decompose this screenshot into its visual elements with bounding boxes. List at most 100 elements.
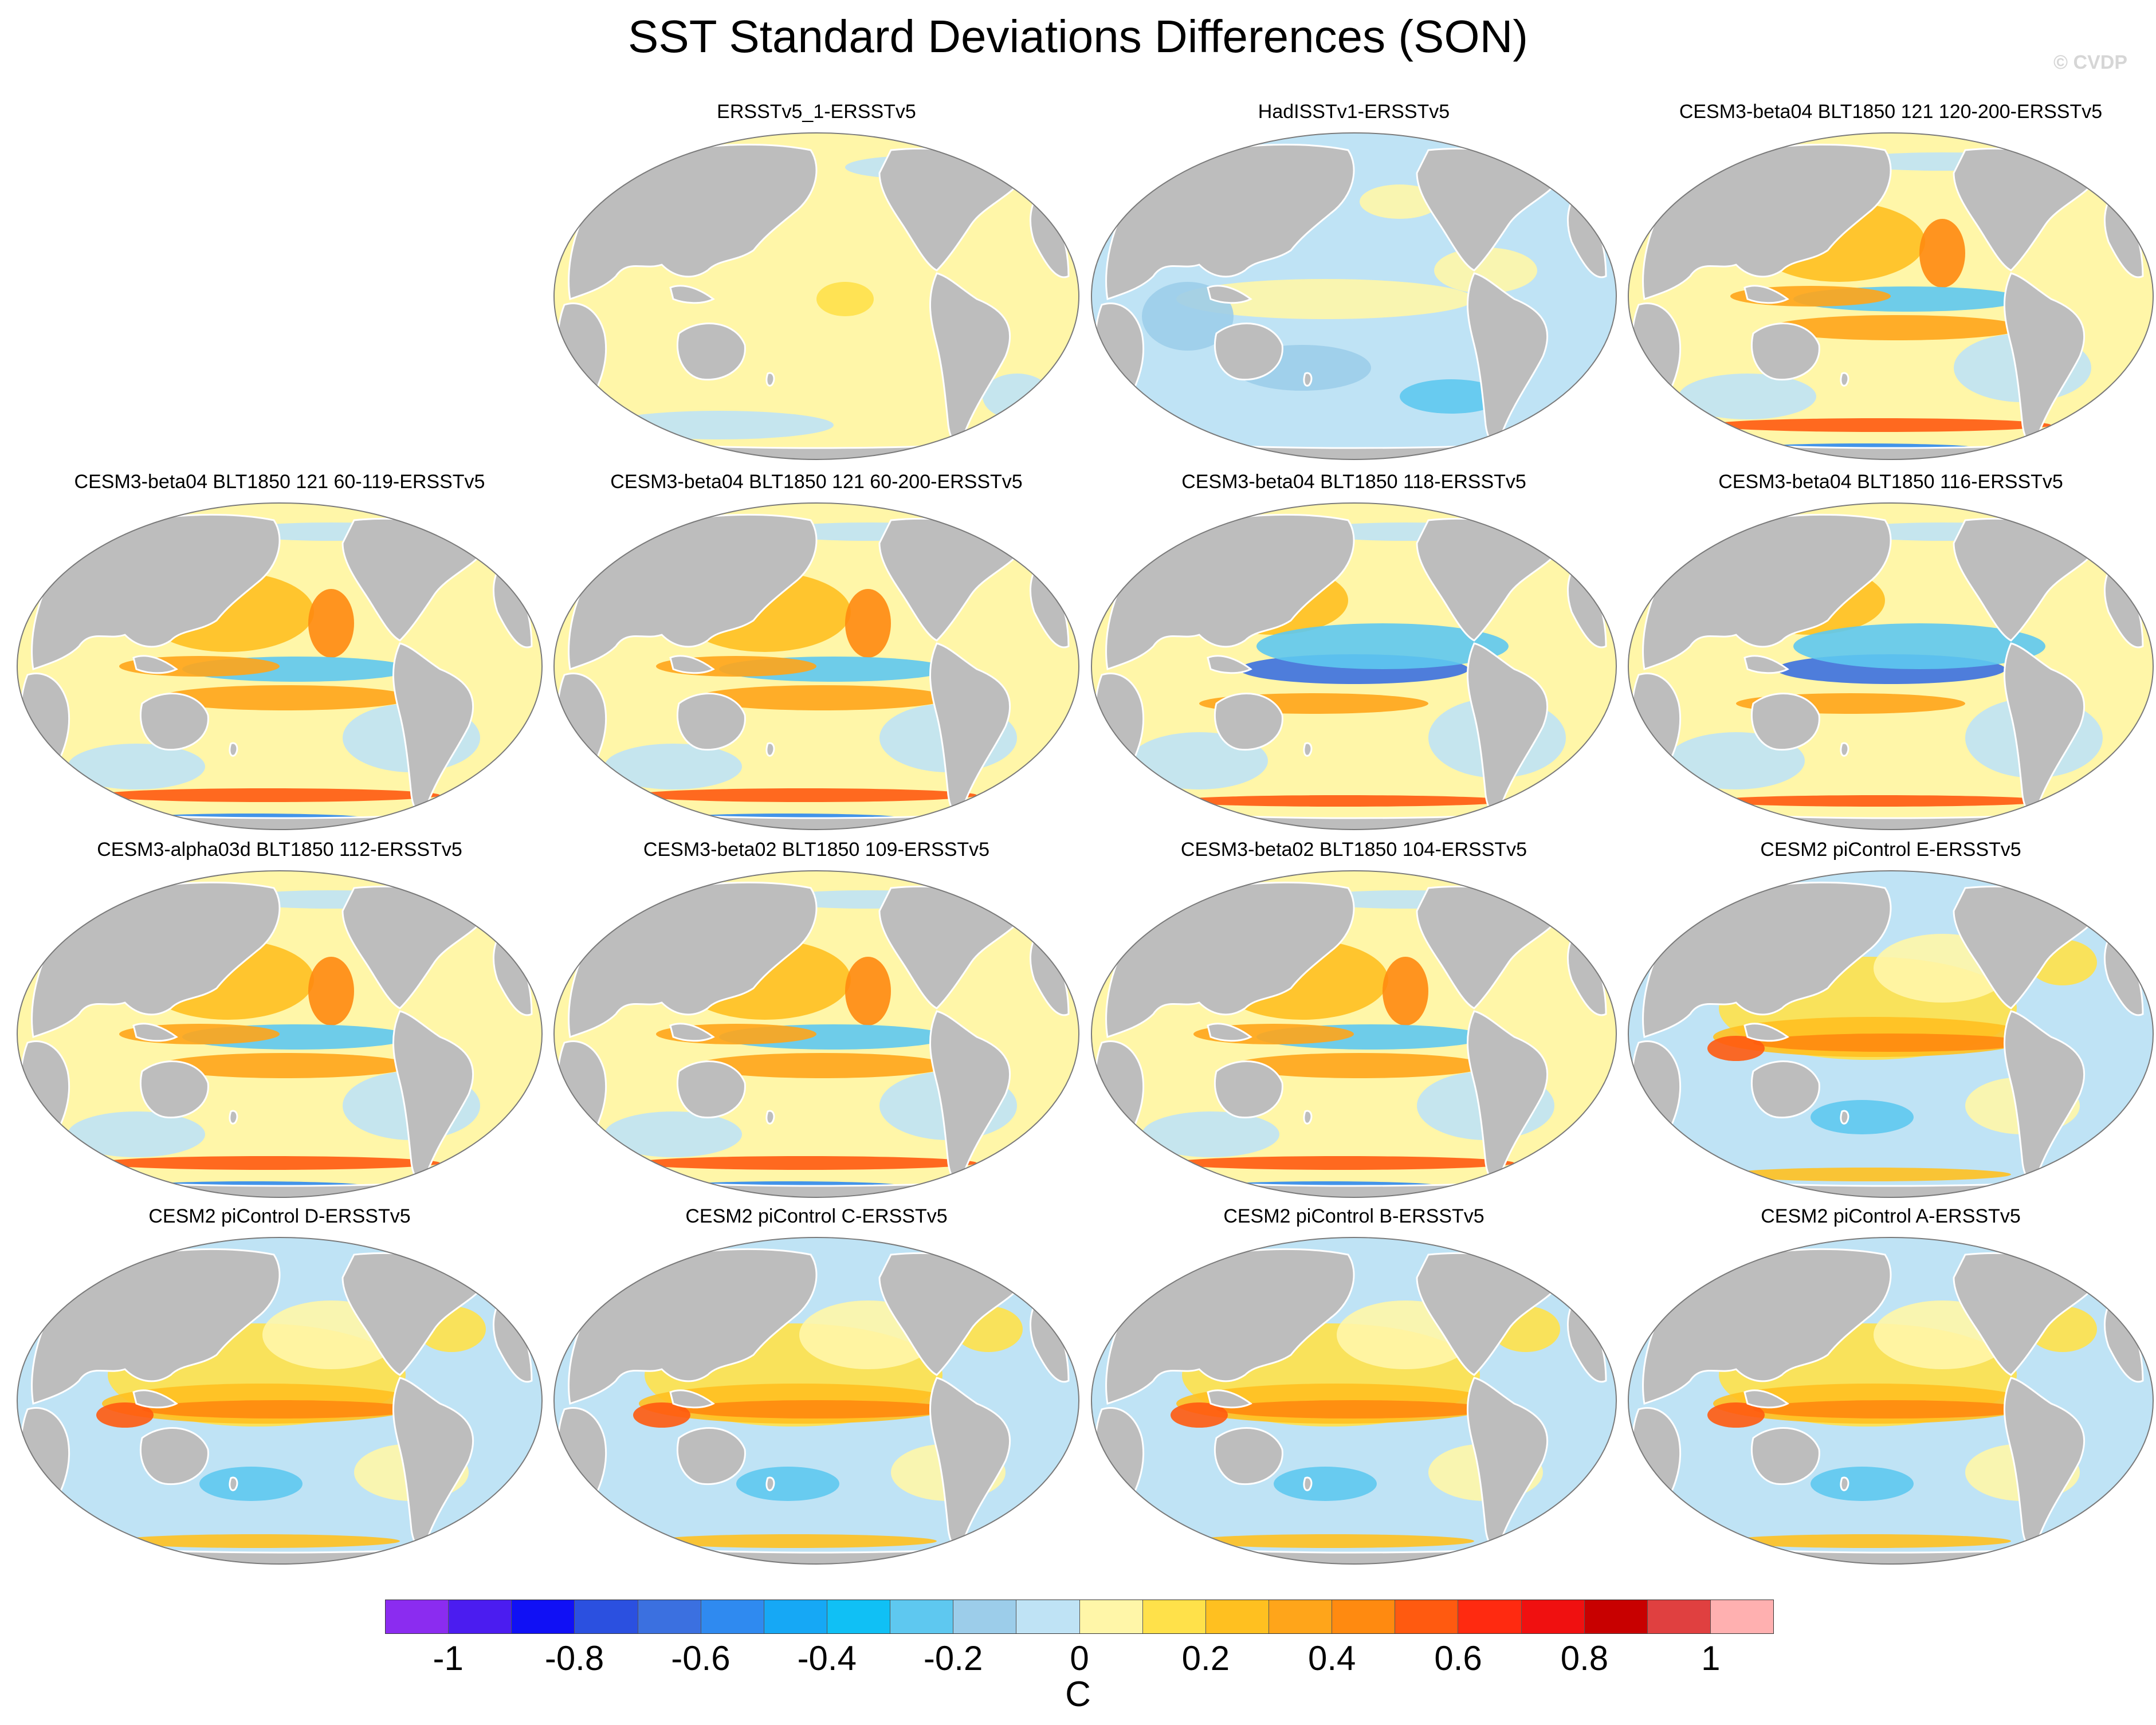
sst-anomaly-region	[434, 1545, 457, 1561]
colorbar-tick-label: -0.4	[797, 1639, 857, 1677]
map-outline	[1628, 870, 2154, 1198]
land-mass	[1105, 881, 1355, 1038]
land-mass	[1840, 372, 1849, 387]
sst-anomaly-region	[2045, 1545, 2068, 1561]
sst-difference-map	[17, 870, 543, 1198]
colorbar-swatch	[512, 1600, 575, 1633]
colorbar-swatch	[1584, 1600, 1648, 1633]
land-mass	[1750, 1060, 1820, 1119]
land-mass	[669, 1389, 715, 1409]
land-mass	[1642, 513, 1892, 670]
land-mass	[31, 513, 281, 670]
credit-watermark: © CVDP	[2053, 52, 2127, 73]
sst-anomaly-region	[2045, 1178, 2068, 1194]
land-mass	[1303, 1476, 1313, 1491]
land-mass	[19, 1406, 70, 1522]
sst-anomaly-region	[1234, 1053, 1486, 1078]
colorbar-swatch	[386, 1600, 449, 1633]
land-mass	[1743, 655, 1789, 674]
sst-anomaly-region	[1919, 219, 1965, 288]
colorbar-tick-label: 0.8	[1560, 1639, 1609, 1677]
land-mass	[1743, 1389, 1789, 1409]
sst-anomaly-region	[1256, 623, 1509, 669]
sst-anomaly-region	[679, 1400, 954, 1418]
land-mass	[1207, 285, 1252, 304]
map-panel: HadISSTv1-ERSSTv5	[1085, 99, 1623, 477]
land-mass	[556, 1040, 607, 1155]
land-mass	[19, 1040, 70, 1155]
land-mass	[229, 1476, 238, 1491]
land-mass	[676, 693, 746, 751]
map-panel-title: CESM2 piControl E-ERSSTv5	[1760, 839, 2021, 860]
sst-anomaly-region	[845, 589, 891, 658]
land-mass	[556, 672, 607, 787]
sst-anomaly-region	[1142, 1111, 1279, 1157]
map-outline	[1628, 502, 2154, 830]
colorbar-swatch	[1016, 1600, 1080, 1633]
land-mass	[765, 1110, 775, 1125]
land-mass	[765, 1476, 775, 1491]
colorbar-swatch	[1142, 1600, 1206, 1633]
colorbar-tick-label: 0.6	[1434, 1639, 1482, 1677]
sst-anomaly-region	[696, 1053, 948, 1078]
map-outline	[1091, 132, 1617, 460]
sst-anomaly-region	[1274, 1467, 1377, 1501]
colorbar-swatch	[449, 1600, 512, 1633]
colorbar-tick-label: -0.2	[923, 1639, 983, 1677]
land-mass	[676, 323, 746, 381]
colorbar-swatch	[1205, 1600, 1269, 1633]
sst-anomaly-region	[1707, 1036, 1765, 1061]
land-mass	[1303, 1110, 1313, 1125]
sst-difference-map	[553, 870, 1079, 1198]
sst-anomaly-region	[604, 411, 834, 439]
sst-anomaly-region	[1383, 957, 1428, 1025]
sst-anomaly-region	[633, 1402, 690, 1428]
colorbar-swatch	[1395, 1600, 1459, 1633]
map-panel: CESM2 piControl C-ERSSTv5	[547, 1203, 1086, 1581]
sst-difference-map	[1091, 870, 1617, 1198]
sst-anomaly-region	[1725, 1168, 2011, 1181]
land-mass	[1094, 672, 1145, 787]
sst-difference-map	[17, 502, 543, 830]
map-panel-title: CESM3-beta02 BLT1850 104-ERSSTv5	[1180, 839, 1527, 860]
sst-anomaly-region	[1679, 374, 1816, 419]
land-mass	[1750, 1427, 1820, 1486]
sst-anomaly-region	[650, 1534, 937, 1548]
land-mass	[139, 1060, 209, 1119]
sst-difference-map	[1091, 1237, 1617, 1565]
map-panel: CESM3-beta02 BLT1850 109-ERSSTv5	[547, 836, 1086, 1215]
land-mass	[1750, 323, 1820, 381]
colorbar-swatch	[953, 1600, 1017, 1633]
sst-anomaly-region	[308, 589, 354, 658]
map-panel: ERSSTv5_1-ERSSTv5	[547, 99, 1086, 477]
sst-difference-map	[1628, 1237, 2154, 1565]
colorbar-swatch	[701, 1600, 764, 1633]
sst-anomaly-region	[96, 1156, 440, 1170]
sst-difference-map	[1628, 502, 2154, 830]
land-mass	[568, 881, 818, 1038]
land-mass	[669, 285, 715, 304]
land-mass	[1631, 1406, 1682, 1522]
land-mass	[1094, 1406, 1145, 1522]
map-panel-title: CESM3-alpha03d BLT1850 112-ERSSTv5	[97, 839, 462, 860]
sst-anomaly-region	[142, 1400, 417, 1418]
map-panel: CESM3-beta04 BLT1850 121 60-119-ERSSTv5	[10, 469, 549, 847]
sst-anomaly-region	[68, 744, 205, 789]
map-panel-title: CESM3-beta04 BLT1850 121 60-119-ERSSTv5	[74, 471, 485, 493]
land-mass	[1631, 1040, 1682, 1155]
map-outline	[17, 870, 543, 1198]
land-mass	[568, 1248, 818, 1405]
colorbar-swatch	[575, 1600, 638, 1633]
land-mass	[556, 1406, 607, 1522]
sst-anomaly-region	[1707, 795, 2051, 807]
map-panel-title: CESM2 piControl C-ERSSTv5	[685, 1205, 948, 1227]
sst-anomaly-region	[1753, 1400, 2028, 1418]
land-mass	[132, 1389, 178, 1409]
sst-anomaly-region	[159, 685, 411, 710]
land-mass	[568, 513, 818, 670]
colorbar-swatch	[890, 1600, 954, 1633]
land-mass	[139, 693, 209, 751]
colorbar-swatch	[638, 1600, 701, 1633]
land-mass	[1631, 302, 1682, 417]
sst-anomaly-region	[1360, 184, 1440, 219]
